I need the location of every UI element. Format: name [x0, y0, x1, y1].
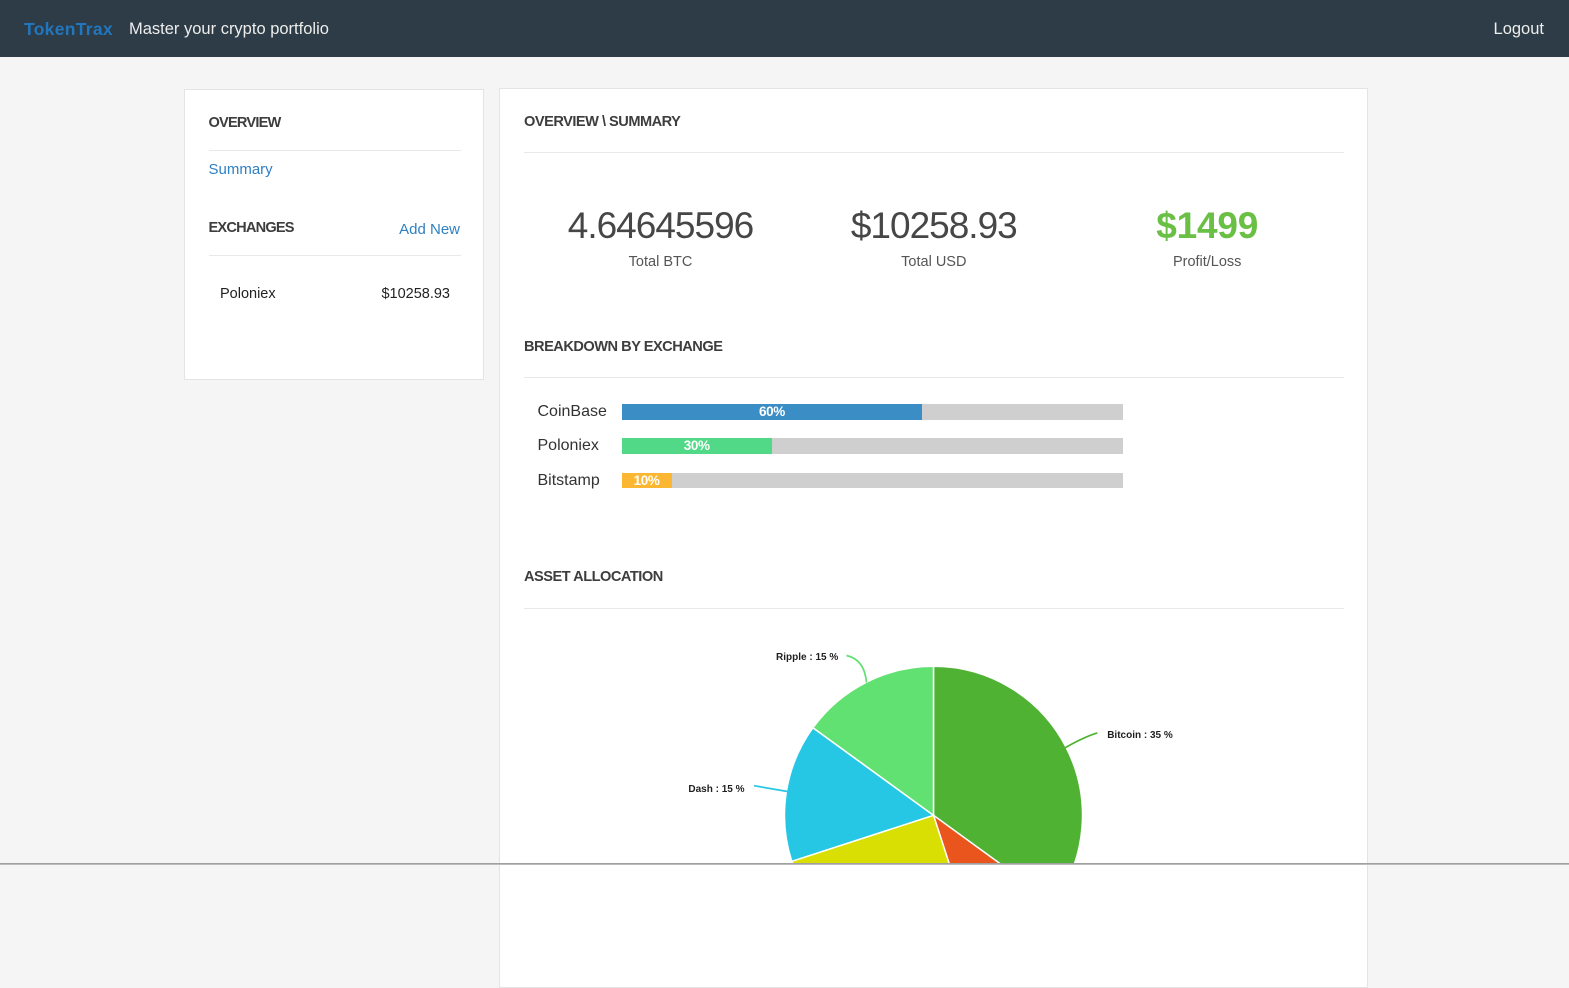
- svg-text:Ripple : 15 %: Ripple : 15 %: [776, 652, 838, 663]
- svg-text:Dash : 15 %: Dash : 15 %: [688, 784, 744, 795]
- svg-text:Bitcoin : 35 %: Bitcoin : 35 %: [1107, 730, 1173, 741]
